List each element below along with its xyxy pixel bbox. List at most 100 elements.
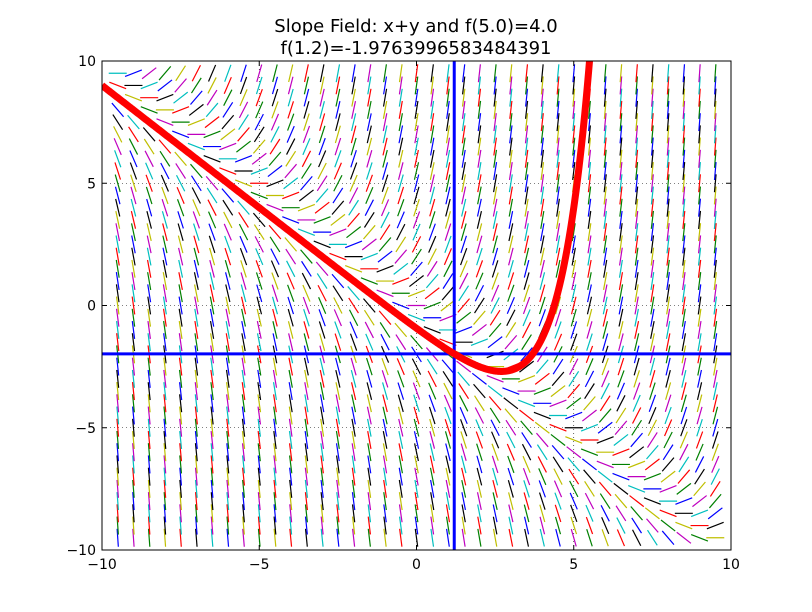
- slope-segment: [429, 418, 436, 437]
- slope-segment: [303, 308, 310, 327]
- slope-segment: [491, 260, 499, 278]
- slope-segment: [273, 467, 277, 486]
- slope-segment: [253, 224, 265, 241]
- slope-segment: [414, 64, 419, 83]
- slope-segment: [459, 407, 468, 425]
- slope-segment: [132, 479, 135, 498]
- slope-segment: [619, 76, 623, 95]
- slope-segment: [131, 382, 135, 401]
- slope-segment: [644, 507, 660, 520]
- slope-segment: [550, 433, 566, 446]
- slope-segment: [474, 407, 485, 424]
- slope-segment: [318, 125, 326, 144]
- slope-segment: [490, 297, 500, 314]
- slope-segment: [523, 272, 530, 290]
- slope-segment: [271, 272, 279, 290]
- slope-segment: [460, 247, 468, 266]
- slope-segment: [713, 296, 718, 315]
- slope-segment: [350, 137, 357, 156]
- slope-segment: [194, 382, 199, 401]
- slope-segment: [682, 125, 686, 144]
- slope-segment: [318, 296, 327, 315]
- slope-segment: [131, 259, 136, 278]
- slope-segment: [586, 529, 593, 547]
- slope-segment: [539, 284, 546, 303]
- slope-segment: [301, 163, 312, 179]
- slope-segment: [398, 504, 403, 523]
- slope-segment: [423, 326, 441, 334]
- slope-segment: [397, 382, 405, 400]
- slope-segment: [697, 259, 702, 278]
- slope-segment: [635, 125, 639, 144]
- slope-segment: [223, 89, 233, 106]
- slope-segment: [443, 394, 453, 412]
- slope-segment: [188, 103, 204, 116]
- slope-segment: [271, 101, 279, 119]
- slope-segment: [210, 369, 214, 388]
- slope-segment: [336, 479, 340, 498]
- slope-segment: [491, 443, 499, 461]
- slope-segment: [132, 492, 135, 511]
- slope-segment: [193, 272, 199, 290]
- slope-segment: [492, 504, 498, 523]
- slope-segment: [255, 89, 263, 107]
- slope-segment: [522, 467, 531, 486]
- slope-segment: [456, 360, 472, 373]
- slope-segment: [271, 76, 279, 95]
- slope-segment: [712, 418, 719, 437]
- slope-segment: [682, 198, 686, 217]
- slope-segment: [412, 382, 421, 400]
- slope-segment: [282, 191, 300, 200]
- slope-segment: [603, 223, 608, 242]
- slope-segment: [116, 382, 120, 401]
- slope-segment: [289, 504, 293, 523]
- slope-segment: [681, 333, 687, 352]
- slope-segment: [320, 479, 324, 498]
- slope-segment: [396, 223, 406, 241]
- slope-segment: [409, 275, 424, 288]
- slope-segment: [257, 467, 261, 486]
- slope-segment: [650, 308, 655, 327]
- slope-segment: [284, 163, 298, 179]
- slope-segment: [414, 443, 419, 462]
- slope-segment: [713, 125, 717, 144]
- slope-segment: [319, 382, 325, 401]
- slope-segment: [238, 223, 249, 241]
- slope-segment: [273, 443, 277, 462]
- slope-segment: [509, 137, 513, 156]
- slope-segment: [207, 199, 217, 216]
- slope-segment: [540, 223, 545, 242]
- slope-segment: [428, 394, 436, 412]
- slope-segment: [174, 151, 187, 167]
- slope-segment: [665, 369, 671, 388]
- slope-segment: [361, 238, 377, 251]
- slope-segment: [619, 198, 623, 217]
- slope-segment: [272, 369, 278, 388]
- slope-segment: [333, 297, 343, 314]
- slope-segment: [539, 259, 545, 278]
- slope-segment: [554, 296, 562, 315]
- slope-segment: [603, 137, 607, 156]
- slope-segment: [195, 516, 198, 535]
- slope-segment: [241, 443, 246, 462]
- slope-segment: [556, 149, 560, 168]
- plot-area: [102, 61, 731, 550]
- slope-segment: [460, 431, 468, 449]
- slope-segment: [457, 298, 470, 313]
- slope-segment: [407, 289, 426, 298]
- slope-segment: [682, 137, 686, 156]
- slope-segment: [131, 333, 136, 352]
- slope-segment: [147, 443, 151, 462]
- slope-segment: [649, 382, 656, 400]
- slope-segment: [286, 272, 295, 290]
- slope-segment: [239, 76, 248, 95]
- axes: −10 −5 0 5 10 −10 −5 0 5 10: [66, 54, 739, 573]
- slope-segment: [192, 199, 201, 217]
- slope-segment: [111, 102, 125, 118]
- slope-segment: [492, 223, 498, 242]
- slope-segment: [288, 333, 294, 352]
- slope-segment: [131, 394, 135, 413]
- slope-segment: [682, 113, 686, 132]
- slope-segment: [539, 272, 546, 290]
- slope-segment: [571, 284, 577, 303]
